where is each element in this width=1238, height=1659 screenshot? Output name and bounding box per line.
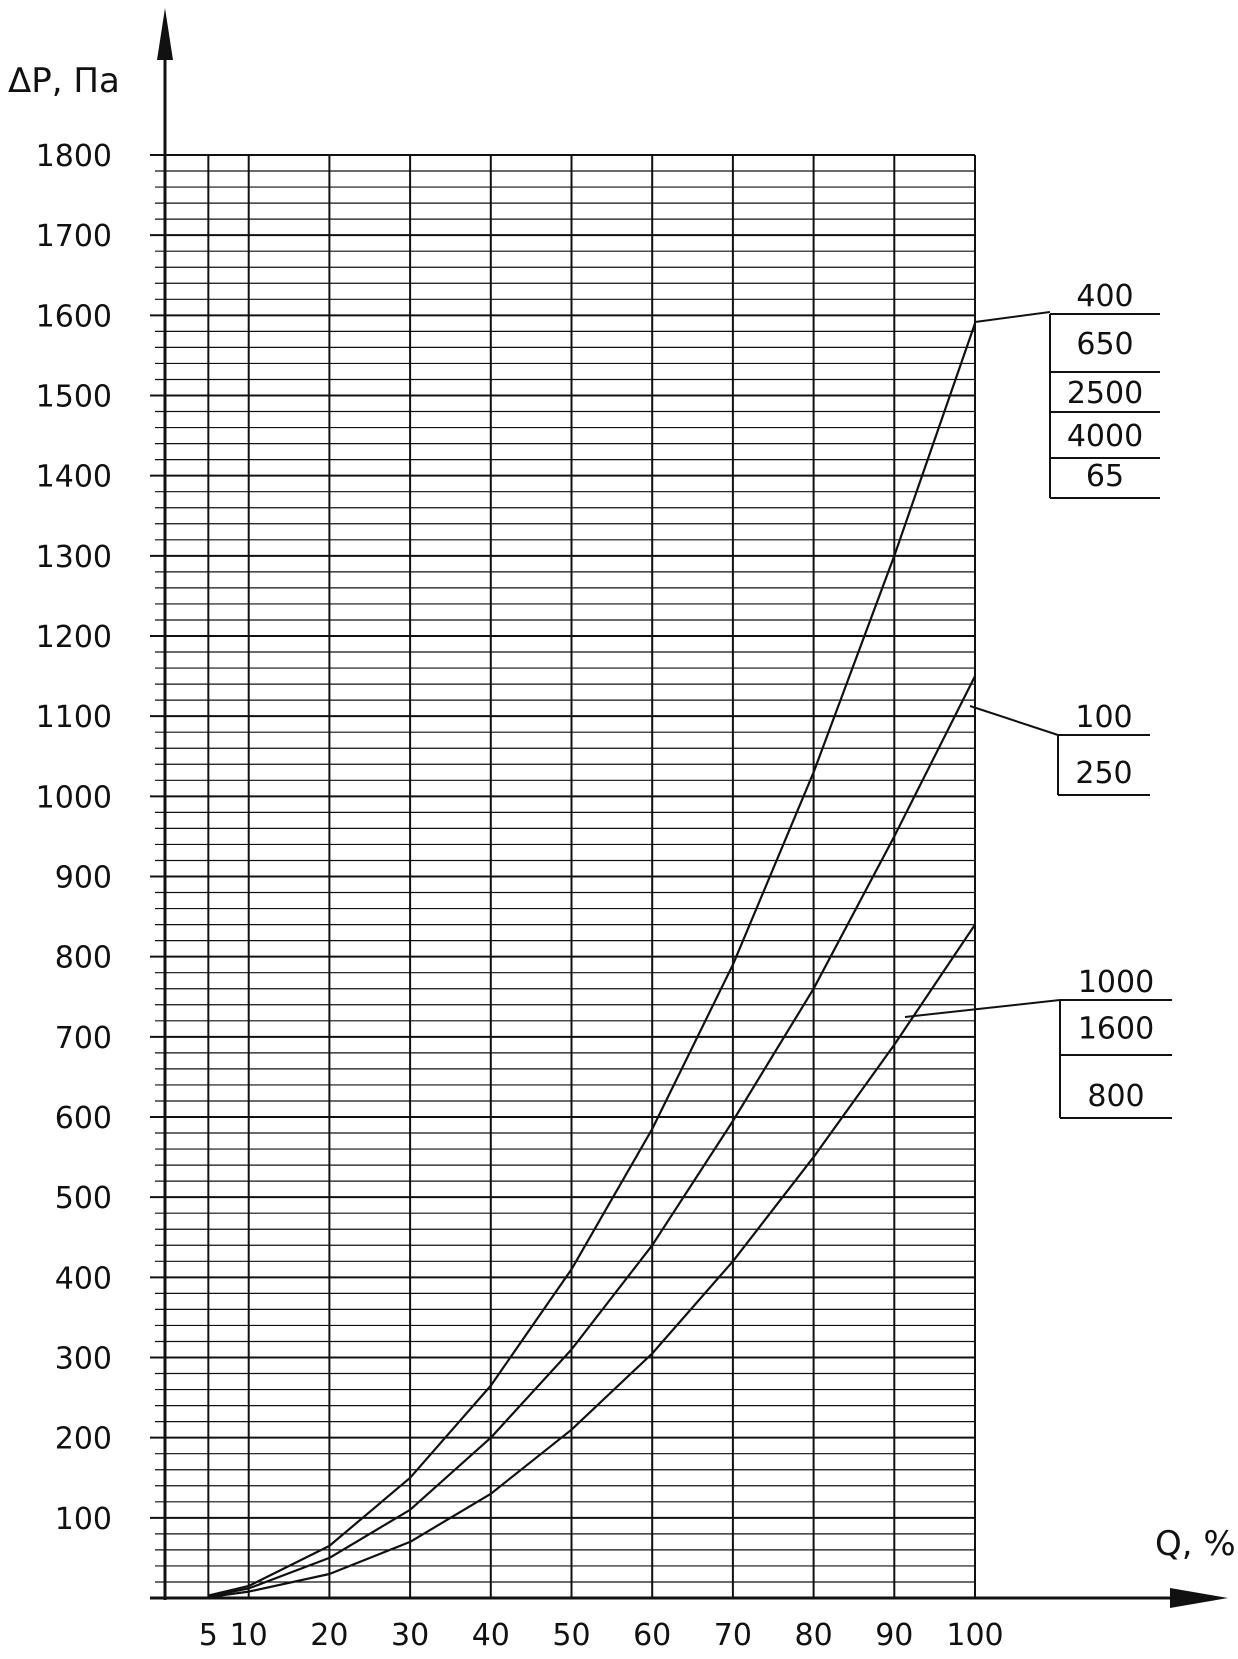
series-label: 1000 bbox=[1078, 965, 1154, 1000]
x-tick-label: 30 bbox=[391, 1618, 429, 1653]
series-label: 400 bbox=[1076, 279, 1133, 314]
x-axis-label: Q, % bbox=[1155, 1524, 1236, 1564]
series-label: 2500 bbox=[1067, 376, 1143, 411]
y-axis-arrow-icon bbox=[157, 8, 173, 60]
series-line-3 bbox=[208, 923, 976, 1599]
series-label: 4000 bbox=[1067, 419, 1143, 454]
series-label: 100 bbox=[1075, 700, 1132, 735]
x-tick-label: 80 bbox=[795, 1618, 833, 1653]
series-label: 800 bbox=[1087, 1079, 1144, 1114]
series-line-2 bbox=[208, 675, 976, 1598]
series-label: 650 bbox=[1076, 327, 1133, 362]
callout-leader bbox=[969, 705, 1059, 736]
y-tick-label: 900 bbox=[55, 861, 112, 896]
x-tick-label: 20 bbox=[310, 1618, 348, 1653]
callout-series-3: 1000 1600 800 bbox=[904, 965, 1172, 1119]
callout-series-1: 400 650 2500 4000 65 bbox=[974, 279, 1160, 499]
chart-series bbox=[208, 323, 977, 1599]
y-tick-label: 1500 bbox=[36, 380, 112, 415]
y-tick-label: 1400 bbox=[36, 460, 112, 495]
x-tick-label: 60 bbox=[633, 1618, 671, 1653]
y-tick-label: 300 bbox=[55, 1342, 112, 1377]
y-tick-label: 700 bbox=[55, 1021, 112, 1056]
x-tick-label: 10 bbox=[230, 1618, 268, 1653]
y-tick-label: 100 bbox=[55, 1502, 112, 1537]
series-line-1 bbox=[208, 323, 977, 1597]
chart-axes bbox=[150, 8, 1228, 1608]
y-tick-label: 1600 bbox=[36, 299, 112, 334]
x-tick-label: 70 bbox=[714, 1618, 752, 1653]
y-axis-label: ΔP, Па bbox=[8, 61, 120, 101]
x-tick-label: 50 bbox=[552, 1618, 590, 1653]
series-callouts: 400 650 2500 4000 65 100 250 1000 1600 800 bbox=[904, 279, 1172, 1119]
y-tick-label: 800 bbox=[55, 941, 112, 976]
y-tick-labels: 100 200 300 400 500 600 700 800 900 1000 1100 1200 1… bbox=[36, 139, 112, 1537]
callout-leader bbox=[974, 311, 1051, 323]
series-label: 1600 bbox=[1078, 1012, 1154, 1047]
x-tick-label: 100 bbox=[946, 1618, 1003, 1653]
y-tick-label: 1300 bbox=[36, 540, 112, 575]
callout-leader bbox=[904, 999, 1061, 1018]
y-tick-label: 500 bbox=[55, 1181, 112, 1216]
callout-series-2: 100 250 bbox=[969, 700, 1150, 796]
y-tick-label: 200 bbox=[55, 1422, 112, 1457]
y-tick-label: 1700 bbox=[36, 219, 112, 254]
x-tick-label: 90 bbox=[875, 1618, 913, 1653]
y-tick-label: 1200 bbox=[36, 620, 112, 655]
y-tick-label: 1800 bbox=[36, 139, 112, 174]
y-tick-label: 1100 bbox=[36, 700, 112, 735]
x-tick-label: 5 bbox=[199, 1618, 218, 1653]
x-tick-labels: 5 10 20 30 40 50 60 70 80 90 100 bbox=[199, 1618, 1004, 1653]
x-axis-arrow-icon bbox=[1170, 1588, 1228, 1608]
y-tick-label: 600 bbox=[55, 1101, 112, 1136]
y-tick-label: 1000 bbox=[36, 780, 112, 815]
chart-grid bbox=[150, 154, 976, 1598]
x-tick-label: 40 bbox=[472, 1618, 510, 1653]
series-label: 250 bbox=[1075, 756, 1132, 791]
series-label: 65 bbox=[1086, 459, 1124, 494]
y-tick-label: 400 bbox=[55, 1261, 112, 1296]
